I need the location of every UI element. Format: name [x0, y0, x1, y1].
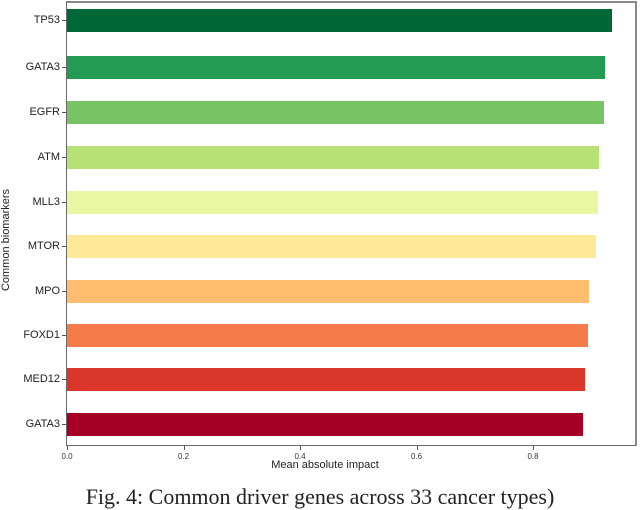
y-tick: [62, 202, 66, 203]
x-tick: [416, 446, 418, 450]
bar-mll3: [67, 191, 599, 214]
y-tick: [62, 157, 66, 158]
bar-mtor: [67, 235, 596, 258]
x-tick: [300, 446, 301, 450]
y-tick: [62, 335, 66, 336]
y-axis-title: Common biomarkers: [0, 188, 12, 292]
plot-area: [66, 1, 637, 446]
y-tick-label: GATA3: [25, 418, 60, 430]
bar-mpo: [67, 280, 589, 303]
y-tick: [62, 379, 66, 380]
y-tick-label: MPO: [34, 285, 60, 297]
y-tick-label: MED12: [23, 373, 60, 385]
bar-egfr: [67, 101, 605, 124]
y-tick-label: TP53: [33, 14, 60, 26]
y-tick: [62, 20, 66, 21]
x-tick-label: 0.4: [294, 452, 306, 461]
y-tick: [62, 246, 66, 247]
x-tick: [67, 446, 68, 450]
bar-gata3: [67, 413, 584, 436]
bar-med12: [67, 368, 585, 391]
x-tick-label: 0.2: [177, 452, 190, 461]
x-tick-label: 0.0: [61, 452, 73, 461]
y-tick-label: MLL3: [32, 196, 60, 208]
x-tick: [183, 446, 185, 450]
bar-tp53: [67, 9, 613, 32]
figure-caption: Fig. 4: Common driver genes across 33 ca…: [85, 484, 555, 509]
y-tick: [62, 67, 66, 68]
x-tick-label: 0.8: [527, 452, 539, 461]
bar-gata3: [67, 56, 606, 79]
y-tick: [62, 424, 66, 425]
y-tick-label: FOXD1: [23, 329, 60, 341]
x-tick: [533, 446, 534, 450]
x-axis-title: Mean absolute impact: [271, 459, 379, 471]
bar-atm: [67, 146, 599, 169]
y-tick-label: ATM: [37, 151, 60, 163]
y-tick-label: GATA3: [25, 61, 60, 73]
y-tick-label: MTOR: [27, 240, 60, 252]
x-tick-label: 0.6: [410, 452, 423, 461]
y-tick-label: EGFR: [29, 106, 60, 118]
y-tick: [62, 291, 66, 292]
bar-foxd1: [67, 324, 589, 347]
y-tick: [62, 112, 66, 113]
